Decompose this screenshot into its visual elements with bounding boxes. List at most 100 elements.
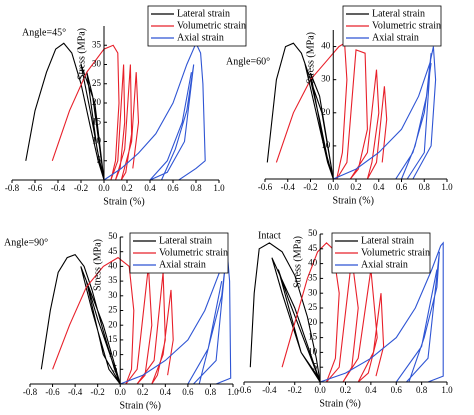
y-tick-label: 45 [108,246,118,256]
x-tick-label: 0.4 [373,182,385,192]
y-tick-label: 25 [308,302,318,312]
series-line [266,42,334,180]
y-tick-label: 5 [97,155,102,165]
annotation: Angle=90° [4,237,48,248]
series-line [281,242,385,383]
x-tick-label: 0.2 [350,182,361,192]
y-tick-label: 15 [92,116,102,126]
y-tick-label: 50 [308,228,318,238]
legend-label: Volumetric strain [159,247,228,258]
subplot: -0.8 -0.6 -0.4 -0.2 0.0 0.2 0.4 0.6 0.8 1.0 5 10 15 2… [4,231,239,411]
x-axis-label: Strain (%) [319,398,360,409]
x-tick-label: -0.2 [303,182,317,192]
x-tick-label: 0.8 [205,387,217,397]
x-tick-label: 1.0 [441,385,453,395]
legend-label: Volumetric strain [177,20,246,31]
y-tick-label: 30 [321,74,331,84]
x-tick-label: -0.2 [288,385,302,395]
x-tick-label: 0.0 [328,182,340,192]
annotation: Intact [258,230,281,241]
x-tick-label: 0.8 [416,385,428,395]
x-tick-label: 1.0 [227,387,239,397]
y-tick-label: 35 [308,272,318,282]
y-tick-label: 10 [92,136,102,146]
y-tick-label: 5 [113,363,118,373]
x-tick-label: 0.4 [365,385,377,395]
annotation: Angle=60° [226,56,270,67]
y-axis-label: Stress (MPa) [292,236,303,288]
x-tick-label: 0.4 [144,183,156,193]
x-tick-label: 0.0 [315,385,327,395]
y-tick-label: 40 [321,41,331,51]
series-line [51,44,140,181]
x-tick-label: 0.6 [182,387,194,397]
x-tick-label: 0.6 [167,183,179,193]
y-axis-label: Stress (MPa) [306,32,317,84]
x-tick-label: 0.6 [391,385,403,395]
y-tick-label: 20 [108,319,118,329]
x-tick-label: -0.6 [45,387,60,397]
y-tick-label: 50 [108,231,118,241]
y-tick-label: 20 [308,317,318,327]
y-tick-label: 20 [321,107,331,117]
x-tick-label: -0.8 [23,387,38,397]
x-tick-label: 0.2 [137,387,148,397]
y-axis-label: Stress (MPa) [93,239,104,291]
legend-label: Axial strain [361,259,408,270]
y-tick-label: 35 [92,39,102,49]
legend-label: Lateral strain [177,8,230,19]
x-tick-label: 0.8 [419,182,431,192]
legend-label: Lateral strain [372,8,425,19]
y-tick-label: 35 [108,275,118,285]
y-tick-label: 30 [92,59,102,69]
x-tick-label: -0.6 [28,183,43,193]
series-line [333,46,437,180]
legend-label: Axial strain [159,259,206,270]
y-tick-label: 10 [321,140,331,150]
annotation: Angle=45° [22,27,66,38]
x-tick-label: 1.0 [213,183,225,193]
x-tick-label: 0.2 [121,183,132,193]
x-tick-label: 0.8 [190,183,202,193]
subplot: -0.8 -0.6 -0.4 -0.2 0.0 0.2 0.4 0.6 0.8 1.0 5 10 15 2… [5,5,247,207]
legend-label: Axial strain [177,32,224,43]
series-line [52,256,174,385]
subplot: -0.6 -0.4 -0.2 0.0 0.2 0.4 0.6 0.8 1.0 5 10 15 20 25 3… [237,228,453,409]
series-line [275,42,388,180]
legend-label: Axial strain [372,32,419,43]
legend-label: Volumetric strain [372,20,441,31]
x-tick-label: 0.0 [115,387,127,397]
x-tick-label: -0.4 [281,182,296,192]
y-tick-label: 45 [308,243,318,253]
x-axis-label: Strain (%) [120,400,161,411]
x-axis-label: Strain (%) [333,195,374,206]
legend-label: Volumetric strain [361,247,430,258]
x-tick-label: -0.4 [51,183,66,193]
x-axis-label: Strain (%) [103,196,144,207]
x-tick-label: -0.2 [74,183,88,193]
y-tick-label: 20 [92,97,102,107]
x-tick-label: -0.4 [262,385,277,395]
series-line [103,41,206,181]
legend-label: Lateral strain [361,235,414,246]
series-line [249,242,321,383]
y-tick-label: 25 [92,78,102,88]
subplot: -0.6 -0.4 -0.2 0.0 0.2 0.4 0.6 0.8 1.0 10 20 30 40 St… [226,5,453,206]
x-tick-label: -0.8 [5,183,20,193]
y-tick-label: 25 [108,305,118,315]
y-tick-label: 10 [108,349,118,359]
x-tick-label: 0.2 [340,385,351,395]
x-tick-label: -0.4 [68,387,83,397]
legend-label: Lateral strain [159,235,212,246]
x-tick-label: -0.2 [91,387,105,397]
y-axis-label: Stress (MPa) [76,28,87,80]
x-tick-label: -0.6 [258,182,273,192]
y-tick-label: 40 [108,260,118,270]
y-tick-label: 5 [313,361,318,371]
x-tick-label: 1.0 [441,182,453,192]
y-tick-label: 15 [308,332,318,342]
x-tick-label: 0.6 [396,182,408,192]
y-tick-label: 10 [308,346,318,356]
x-tick-label: 0.0 [98,183,110,193]
